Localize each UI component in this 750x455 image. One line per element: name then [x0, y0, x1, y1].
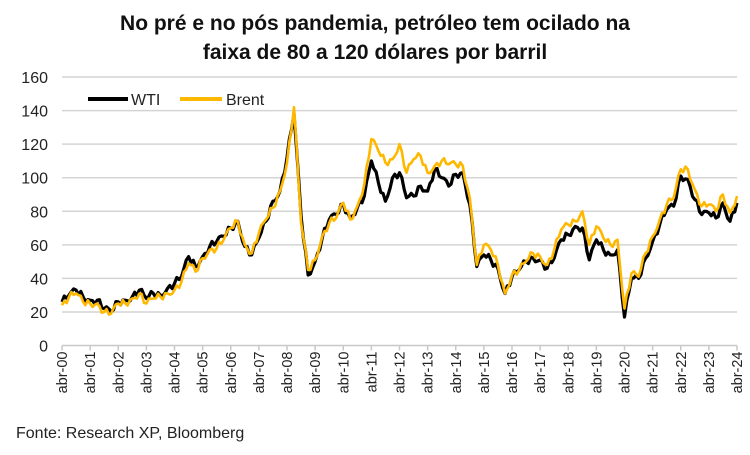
series-line-brent: [60, 105, 739, 316]
x-tick-label: abr-12: [393, 352, 409, 394]
x-tick-label: abr-06: [224, 352, 240, 394]
x-tick-label: abr-22: [674, 352, 690, 394]
y-tick-label: 40: [30, 271, 48, 288]
x-tick-label: abr-14: [449, 352, 465, 394]
x-tick-label: abr-21: [646, 352, 662, 394]
x-tick-label: abr-24: [730, 352, 746, 394]
legend-label-brent: Brent: [226, 92, 265, 109]
x-tick-label: abr-08: [280, 352, 296, 394]
x-tick-label: abr-16: [505, 352, 521, 394]
y-tick-label: 80: [30, 204, 48, 221]
y-tick-label: 0: [39, 339, 48, 356]
x-tick-label: abr-18: [561, 352, 577, 394]
x-axis: abr-00 abr-01 abr-02 abr-03 abr-04 abr-05 abr-…: [55, 344, 746, 394]
x-tick-label: abr-05: [196, 352, 212, 394]
series-lines: [60, 105, 739, 319]
x-tick-label: abr-17: [533, 352, 549, 394]
source-note: Fonte: Research XP, Bloomberg: [16, 425, 244, 442]
chart-title-line-2: faixa de 80 a 120 dólares por barril: [203, 41, 547, 64]
legend-label-wti: WTI: [131, 92, 160, 109]
chart-title-line-1: No pré e no pós pandemia, petróleo tem o…: [120, 12, 630, 35]
x-tick-label: abr-01: [83, 352, 99, 394]
y-tick-label: 60: [30, 238, 48, 255]
x-tick-label: abr-10: [336, 352, 352, 394]
x-tick-label: abr-02: [111, 352, 127, 394]
y-tick-label: 160: [21, 70, 48, 87]
x-tick-label: abr-23: [702, 352, 718, 394]
legend: WTI Brent: [88, 92, 265, 109]
y-tick-label: 100: [21, 171, 48, 188]
series-line-wti: [60, 112, 739, 319]
y-axis: 0 20 40 60 80 100 120 140 160: [21, 70, 48, 356]
x-tick-label: abr-19: [589, 352, 605, 394]
x-tick-label: abr-11: [364, 352, 380, 393]
x-tick-label: abr-03: [139, 352, 155, 394]
x-tick-label: abr-20: [618, 352, 634, 394]
y-tick-label: 20: [30, 305, 48, 322]
y-tick-label: 140: [21, 104, 48, 121]
x-tick-label: abr-13: [421, 352, 437, 394]
x-tick-label: abr-00: [55, 352, 71, 394]
x-tick-label: abr-04: [168, 352, 184, 394]
x-tick-label: abr-09: [308, 352, 324, 394]
x-tick-label: abr-07: [252, 352, 268, 394]
y-tick-label: 120: [21, 137, 48, 154]
x-tick-label: abr-15: [477, 352, 493, 394]
